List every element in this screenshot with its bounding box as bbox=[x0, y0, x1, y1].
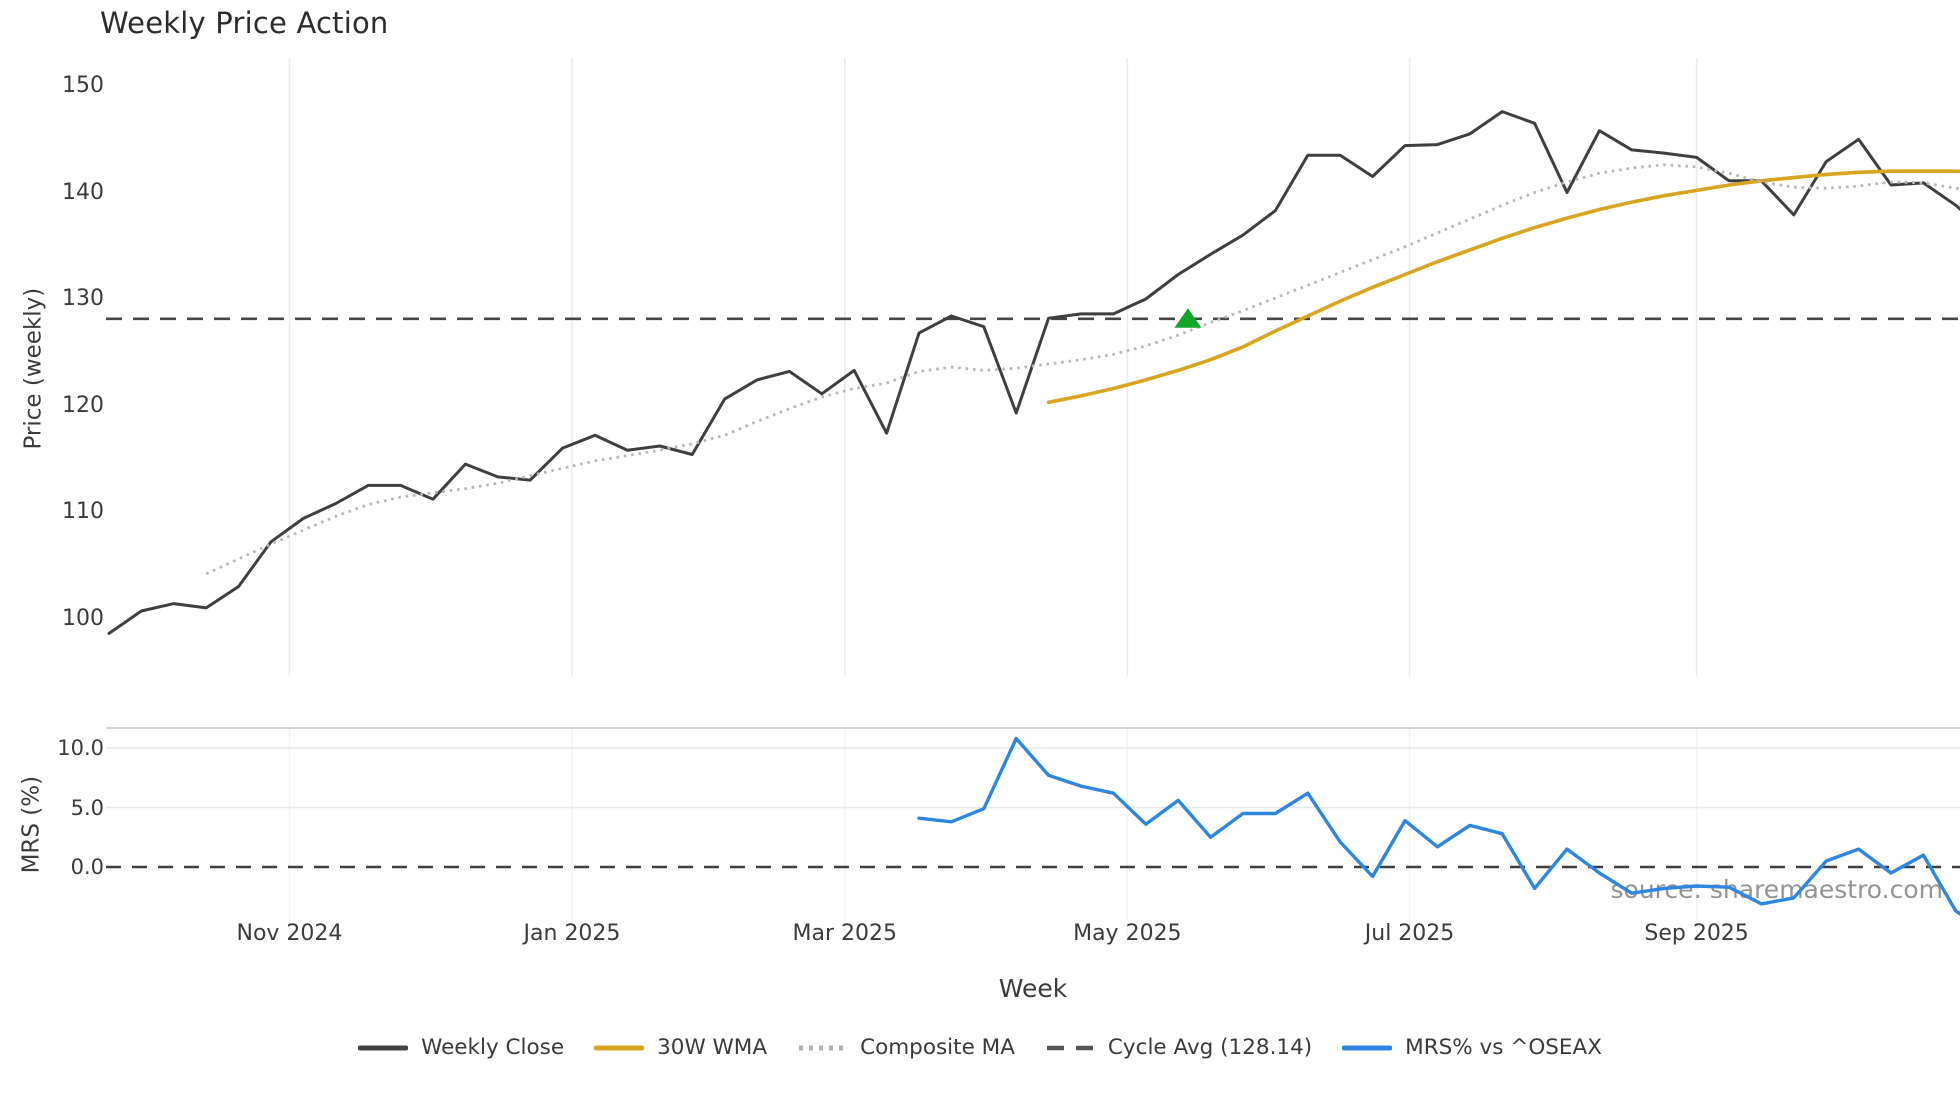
legend-swatch bbox=[1046, 1045, 1093, 1050]
legend-item-mrs-vs-oseax: MRS% vs ^OSEAX bbox=[1342, 1035, 1602, 1060]
x-tick-label: Nov 2024 bbox=[236, 921, 343, 946]
mrs-y-tick: 5.0 bbox=[70, 795, 104, 820]
legend-label: MRS% vs ^OSEAX bbox=[1405, 1035, 1602, 1060]
mrs-panel-series bbox=[917, 736, 1960, 916]
legend-item-30w-wma: 30W WMA bbox=[594, 1035, 767, 1060]
x-tick-label: Mar 2025 bbox=[792, 921, 898, 946]
legend-label: Cycle Avg (128.14) bbox=[1107, 1035, 1313, 1060]
legend-item-composite-ma: Composite MA bbox=[797, 1035, 1015, 1060]
legend-swatch bbox=[594, 1045, 645, 1050]
legend-label: Composite MA bbox=[860, 1035, 1015, 1060]
legend-item-weekly-close: Weekly Close bbox=[358, 1035, 564, 1060]
price-y-tick: 100 bbox=[62, 605, 104, 631]
x-tick-label: Jan 2025 bbox=[523, 921, 621, 946]
legend-item-cycle-avg-128-14-: Cycle Avg (128.14) bbox=[1045, 1035, 1312, 1060]
price-y-tick: 120 bbox=[62, 392, 104, 418]
legend-label: Weekly Close bbox=[421, 1035, 565, 1060]
price-y-tick: 130 bbox=[62, 286, 104, 311]
x-tick-label: Jul 2025 bbox=[1364, 921, 1455, 946]
mrs-y-tick: 0.0 bbox=[70, 855, 104, 879]
legend-swatch bbox=[799, 1045, 846, 1050]
series-30w-wma bbox=[1046, 169, 1960, 405]
chart-title: Weekly Price Action bbox=[100, 6, 389, 40]
legend-swatch bbox=[358, 1045, 409, 1050]
x-tick-label: Sep 2025 bbox=[1644, 921, 1749, 946]
series-mrs-vs-oseax bbox=[917, 736, 1960, 916]
mrs-y-tick: 10.0 bbox=[57, 736, 104, 760]
x-tick-label: May 2025 bbox=[1073, 921, 1182, 946]
legend-swatch bbox=[1342, 1045, 1393, 1050]
y-axis-title-mrs: MRS (%) bbox=[18, 775, 45, 874]
price-y-tick: 150 bbox=[62, 73, 104, 98]
series-composite-ma bbox=[205, 163, 1960, 576]
price-y-tick: 110 bbox=[62, 499, 104, 524]
gridlines bbox=[106, 58, 1960, 938]
crossover-triangle-marker bbox=[1174, 308, 1202, 328]
price-panel-series bbox=[107, 110, 1960, 635]
x-axis-title: Week bbox=[998, 974, 1068, 1003]
legend-label: 30W WMA bbox=[657, 1035, 768, 1060]
price-y-tick: 140 bbox=[62, 179, 104, 205]
series-weekly-close bbox=[107, 110, 1960, 635]
legend: Weekly Close 30W WMA Composite MA Cycle Avg… bbox=[0, 1035, 1960, 1060]
